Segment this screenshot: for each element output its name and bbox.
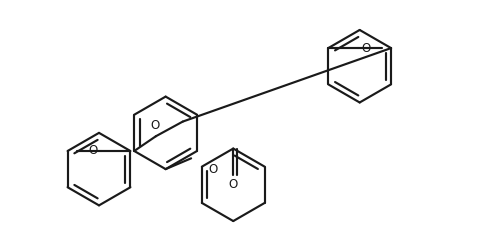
Text: O: O: [208, 163, 217, 176]
Text: O: O: [89, 144, 97, 158]
Text: O: O: [150, 119, 159, 132]
Text: O: O: [361, 42, 370, 55]
Text: O: O: [229, 178, 238, 192]
